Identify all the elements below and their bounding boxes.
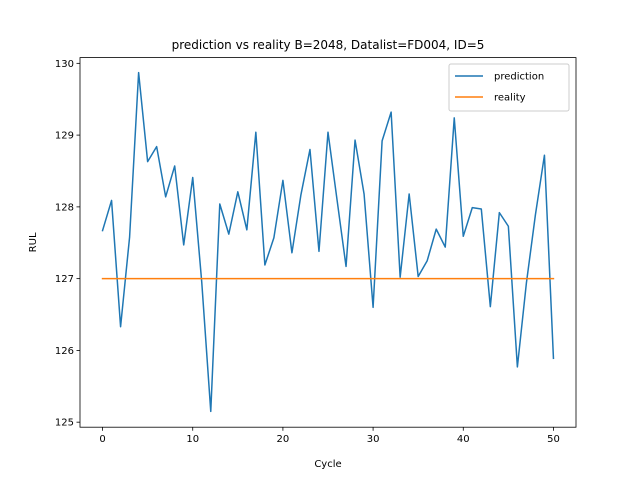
legend-label-prediction: prediction: [494, 72, 544, 83]
x-axis: 0 10 20 30 40 50: [99, 427, 560, 445]
x-tick-label: 20: [277, 434, 290, 445]
y-tick-label: 127: [55, 274, 74, 285]
y-axis: 125 126 127 128 129 130: [55, 59, 80, 429]
chart-title: prediction vs reality B=2048, Datalist=F…: [172, 38, 485, 52]
x-tick-label: 50: [547, 434, 560, 445]
series-line-prediction: [101, 71, 555, 413]
x-tick-label: 0: [99, 434, 105, 445]
y-tick-label: 126: [55, 346, 74, 357]
x-tick-label: 10: [186, 434, 199, 445]
x-tick-label: 40: [457, 434, 470, 445]
x-axis-label: Cycle: [314, 459, 341, 470]
legend-label-reality: reality: [494, 93, 526, 104]
plot-frame: [79, 57, 577, 428]
y-tick-label: 125: [55, 418, 74, 429]
series-layer: [101, 71, 555, 413]
legend: prediction reality: [448, 63, 570, 112]
y-tick-label: 128: [55, 202, 74, 213]
x-tick-label: 30: [367, 434, 380, 445]
y-tick-label: 129: [55, 131, 74, 142]
y-tick-label: 130: [55, 59, 74, 70]
y-axis-label: RUL: [28, 232, 39, 252]
